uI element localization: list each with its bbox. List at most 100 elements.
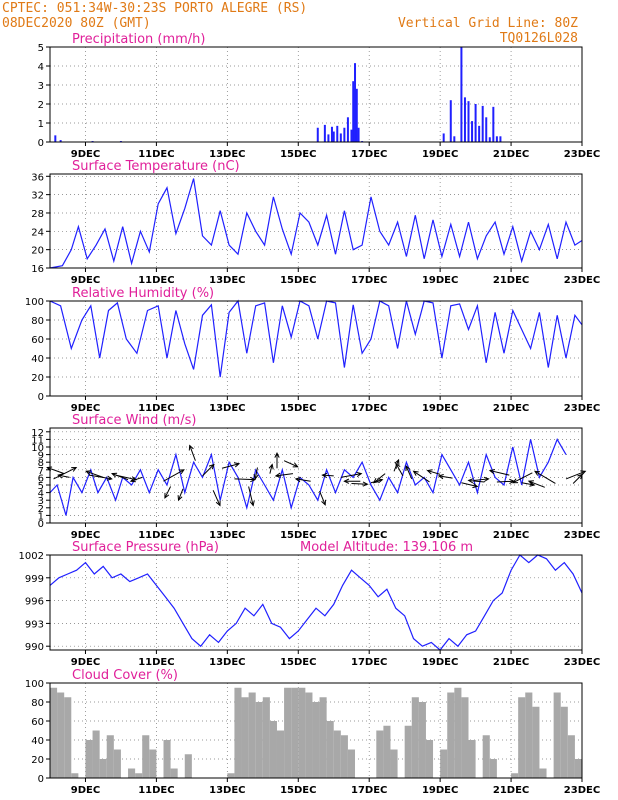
y-tick-label: 11 [31, 435, 44, 446]
precip-bar [327, 134, 330, 142]
header-station: CPTEC: 051:34W-30:23S PORTO ALEGRE (RS) [2, 1, 307, 16]
precip-bar [354, 63, 357, 142]
precip-bar [471, 121, 474, 142]
y-tick-label: 996 [25, 597, 44, 608]
x-tick-label: 11DEC [138, 530, 174, 541]
y-tick-label: 20 [31, 246, 44, 257]
cloud-bar [468, 740, 476, 778]
wind-arrow-head [249, 500, 255, 507]
wind-arrow-head [292, 462, 299, 468]
precip-bar [442, 133, 445, 142]
x-tick-label: 21DEC [493, 785, 529, 796]
precip-bar [352, 81, 355, 142]
cloud-bar [149, 749, 157, 778]
y-tick-label: 20 [31, 755, 44, 766]
y-tick-label: 0 [38, 519, 44, 530]
x-tick-label: 23DEC [564, 275, 600, 286]
cloud-bar [326, 721, 334, 778]
cloud-bar [276, 730, 285, 778]
y-tick-label: 0 [38, 774, 44, 785]
x-tick-label: 9DEC [71, 657, 100, 668]
cloud-bar [255, 702, 263, 778]
cloud-bar [170, 768, 178, 778]
cloud-bar [305, 692, 313, 778]
wind-arrow [275, 473, 294, 477]
precip-bar [495, 136, 498, 142]
x-tick-label: 9DEC [71, 149, 100, 160]
y-tick-label: 0 [38, 138, 44, 149]
wind-arrow-head [294, 477, 301, 483]
cloud-bar [425, 740, 434, 778]
y-tick-label: 2 [38, 100, 44, 111]
wind-arrow [234, 478, 255, 481]
cloud-bar [71, 773, 79, 778]
y-tick-label: 40 [31, 736, 44, 747]
x-tick-label: 23DEC [564, 403, 600, 414]
wind-arrow [512, 472, 533, 484]
y-tick-label: 10 [31, 443, 44, 454]
precip-bar [478, 125, 481, 142]
y-tick-label: 999 [25, 574, 44, 585]
wind-arrow [283, 460, 298, 468]
cloud-bar [291, 687, 299, 778]
cloud-bar [390, 749, 398, 778]
panel-frame [49, 427, 583, 524]
wind-arrow [130, 476, 143, 482]
panel-title: Surface Pressure (hPa) [72, 540, 219, 555]
wind-arrow [221, 463, 240, 469]
cloud-bar [560, 706, 568, 778]
wind-arrow-head [527, 480, 534, 486]
precip-bar [54, 135, 57, 142]
x-tick-label: 21DEC [493, 275, 529, 286]
cloud-bar [92, 730, 100, 778]
precip-bar [499, 136, 502, 142]
precip-bar [485, 117, 488, 142]
cloud-bar [99, 759, 107, 778]
x-tick-label: 21DEC [493, 403, 529, 414]
wind-arrow [86, 470, 104, 478]
x-tick-label: 15DEC [280, 657, 316, 668]
wind-arrow [322, 474, 334, 477]
wind-arrow-head [234, 462, 241, 468]
x-tick-label: 15DEC [280, 149, 316, 160]
y-tick-label: 100 [25, 297, 44, 308]
x-tick-label: 13DEC [209, 785, 245, 796]
x-tick-label: 11DEC [138, 657, 174, 668]
wind-arrow [438, 475, 453, 479]
cloud-bar [269, 721, 277, 778]
wind-arrow-head [164, 492, 170, 499]
cloud-bar [128, 768, 136, 778]
precip-bar [332, 131, 335, 142]
precip-bar [343, 127, 346, 142]
x-tick-label: 17DEC [351, 530, 387, 541]
x-tick-label: 23DEC [564, 785, 600, 796]
x-tick-label: 13DEC [209, 530, 245, 541]
wind-arrow [373, 473, 386, 484]
x-tick-label: 17DEC [351, 275, 387, 286]
cloud-bar [142, 735, 150, 778]
x-tick-label: 19DEC [422, 530, 458, 541]
wind-arrow [468, 479, 485, 483]
wind-arrow [295, 478, 311, 482]
x-tick-label: 9DEC [71, 275, 100, 286]
wind-arrow [395, 463, 404, 477]
x-tick-label: 13DEC [209, 403, 245, 414]
x-tick-label: 9DEC [71, 785, 100, 796]
x-tick-label: 21DEC [493, 149, 529, 160]
wind-arrow-head [467, 478, 474, 484]
cloud-bar [113, 749, 121, 778]
wind-arrow [254, 467, 258, 480]
x-tick-label: 19DEC [422, 149, 458, 160]
x-tick-label: 15DEC [280, 275, 316, 286]
cloud-bar [135, 773, 143, 778]
wind-arrow [319, 490, 326, 505]
x-tick-label: 13DEC [209, 275, 245, 286]
y-tick-label: 1002 [19, 551, 44, 562]
precip-bar [460, 47, 463, 142]
x-tick-label: 15DEC [280, 785, 316, 796]
cloud-bar [383, 725, 391, 778]
cloud-bar [440, 749, 448, 778]
y-tick-label: 100 [25, 679, 44, 690]
precip-bar [350, 129, 353, 142]
